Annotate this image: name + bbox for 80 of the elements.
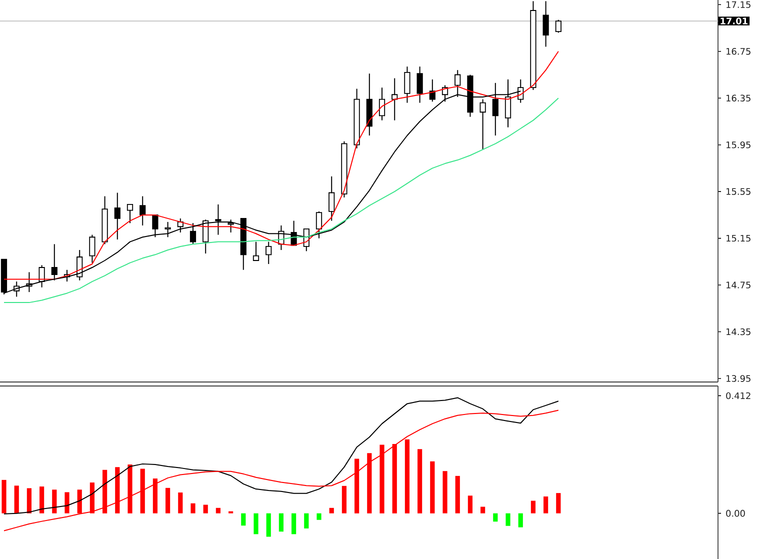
bar [241,513,246,526]
bar [266,513,271,537]
candlestick [378,87,386,121]
bar [216,508,221,514]
bar [77,490,82,514]
y-tick-label: 14.75 [726,282,750,288]
y-tick-label: 16.75 [726,48,750,55]
candlestick [202,219,209,254]
bar [166,488,170,514]
bar [26,488,32,514]
candlestick [89,234,96,264]
candlestick [555,19,562,34]
candlestick [404,66,410,104]
bar [455,476,460,514]
bar [140,468,145,514]
bar [64,492,70,514]
candlestick [152,214,158,238]
bar [52,490,57,514]
candlestick [51,244,58,281]
bar [152,478,158,514]
bar [304,513,309,528]
bar [544,496,548,514]
line-series [4,410,559,532]
candlestick [228,219,234,233]
candlestick [126,204,134,224]
bar [190,503,196,514]
y-tick-label: 16.35 [726,94,750,102]
bar [367,453,372,514]
bar [203,504,208,514]
bar [518,513,523,528]
bar [329,508,334,514]
bar [354,458,360,514]
bar [254,513,258,534]
bar [178,492,183,514]
candlestick [76,249,83,281]
candlestick [480,98,486,150]
candlestick [316,210,322,239]
bar [14,486,19,514]
candlestick [252,241,260,261]
candlestick [328,176,335,222]
candlestick [190,222,196,245]
candlestick [164,221,171,238]
bar [480,506,486,514]
candlestick [114,192,120,240]
bar [530,500,536,514]
candlestick [38,264,45,288]
bar [102,470,108,514]
candlestick [140,196,146,226]
candlestick [416,66,423,104]
bar [316,513,322,520]
bar [468,496,473,514]
bar [342,486,347,514]
bar [506,513,510,526]
y-tick-label: 17.15 [726,1,750,8]
ref-line-label: 17.01 [720,18,748,24]
bar [556,493,561,514]
bar [418,449,422,514]
bar [442,471,448,514]
bar [278,513,284,532]
candlestick [542,0,549,48]
y-tick-label: 14.35 [726,328,750,336]
y-tick-label: 0.00 [726,510,745,517]
bar [90,482,94,514]
y-tick-label: 15.15 [726,234,750,242]
candlestick [215,204,222,236]
bar [128,464,132,514]
y-tick-label: 15.95 [726,141,750,148]
bar [2,480,6,514]
bar [430,461,435,514]
bar [404,439,410,514]
bar [380,444,384,514]
candlestick [266,241,272,265]
y-tick-label: 0.412 [726,392,750,400]
bar [115,467,120,514]
bar [493,513,498,522]
bar [292,513,296,534]
y-tick-label: 15.55 [726,188,750,195]
bar [40,486,44,514]
bar [392,444,397,514]
y-tick-label: 13.95 [726,375,750,382]
